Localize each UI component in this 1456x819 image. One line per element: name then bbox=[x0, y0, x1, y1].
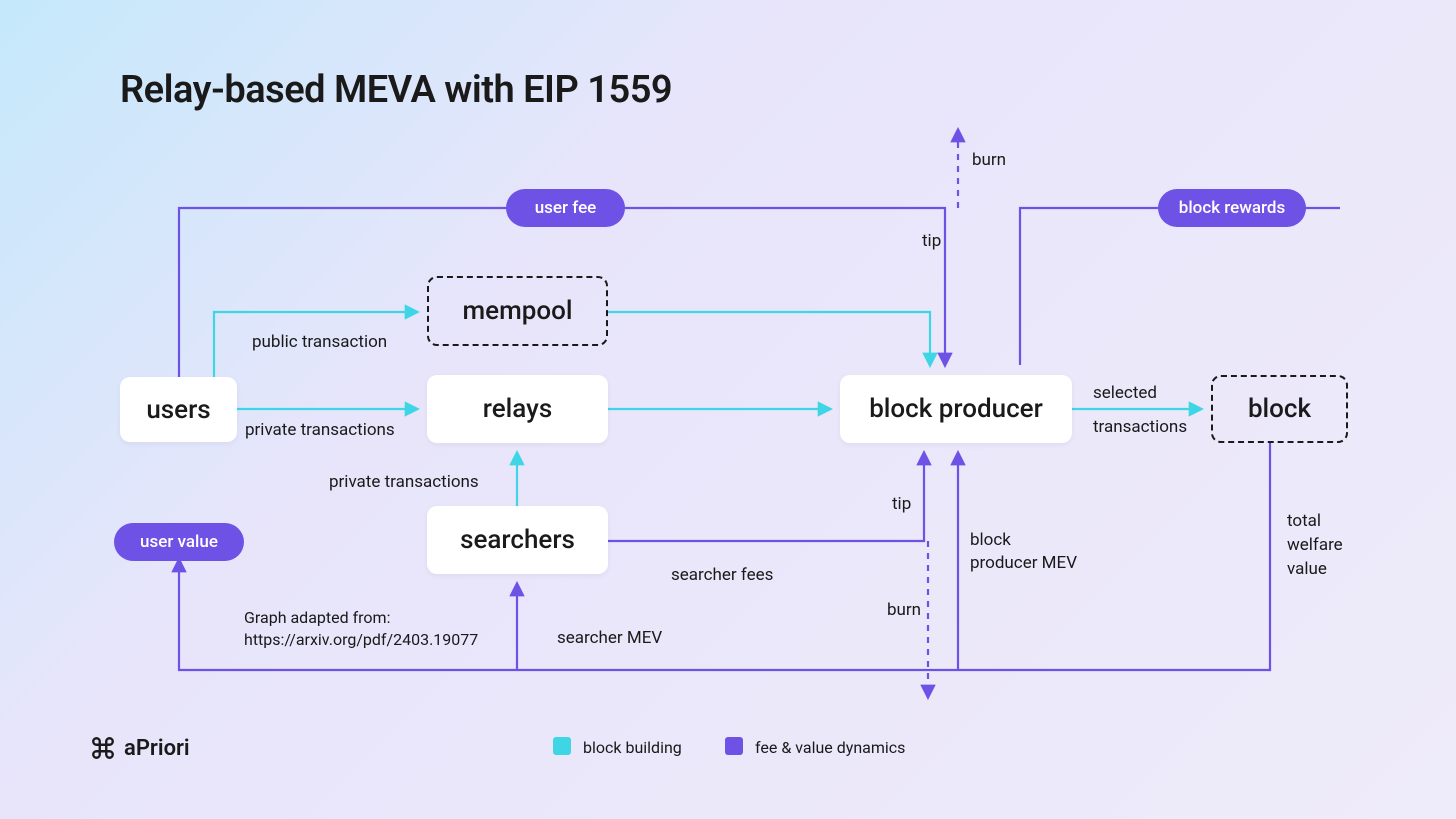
label-searcher-fees: searcher fees bbox=[671, 565, 773, 585]
label-private-transactions-1: private transactions bbox=[245, 420, 395, 440]
label-burn-top: burn bbox=[972, 150, 1006, 170]
label-private-transactions-2: private transactions bbox=[329, 472, 479, 492]
command-icon bbox=[90, 735, 116, 761]
page-title: Relay-based MEVA with EIP 1559 bbox=[120, 68, 672, 112]
node-searchers: searchers bbox=[427, 506, 608, 574]
label-block-mev-1: block bbox=[970, 530, 1011, 550]
node-relays: relays bbox=[427, 375, 608, 443]
legend-label-block-building: block building bbox=[583, 738, 682, 757]
label-public-transaction: public transaction bbox=[252, 332, 387, 352]
label-selected: selected bbox=[1093, 383, 1157, 403]
pill-block-rewards: block rewards bbox=[1158, 189, 1306, 227]
label-searcher-mev: searcher MEV bbox=[557, 628, 662, 648]
legend-label-fee-value: fee & value dynamics bbox=[755, 738, 905, 757]
diagram-canvas: Relay-based MEVA with EIP 1559 users mem… bbox=[0, 0, 1456, 819]
pill-user-fee: user fee bbox=[506, 189, 625, 227]
label-transactions: transactions bbox=[1093, 417, 1187, 437]
label-welfare-2: welfare bbox=[1287, 535, 1343, 555]
brand-logo: aPriori bbox=[90, 735, 190, 761]
label-tip-top: tip bbox=[922, 231, 941, 251]
label-welfare-3: value bbox=[1287, 559, 1327, 579]
label-burn-bot: burn bbox=[887, 600, 921, 620]
edge-searcher-fees-line bbox=[608, 453, 924, 541]
edge-block-rewards-line bbox=[1020, 208, 1340, 365]
label-welfare-1: total bbox=[1287, 511, 1321, 531]
node-block: block bbox=[1211, 375, 1348, 443]
legend-swatch-cyan bbox=[553, 737, 571, 755]
edge-users-mempool bbox=[214, 312, 417, 394]
node-block-producer: block producer bbox=[840, 375, 1072, 443]
pill-user-value: user value bbox=[114, 523, 244, 561]
label-tip-bot: tip bbox=[892, 494, 911, 514]
label-block-mev-2: producer MEV bbox=[970, 553, 1077, 573]
label-credit-2: https://arxiv.org/pdf/2403.19077 bbox=[244, 630, 478, 649]
edge-mempool-producer bbox=[608, 312, 930, 365]
node-mempool: mempool bbox=[427, 276, 608, 346]
node-users: users bbox=[120, 377, 237, 442]
brand-text: aPriori bbox=[124, 736, 190, 761]
label-credit-1: Graph adapted from: bbox=[244, 608, 390, 627]
legend-swatch-purple bbox=[725, 737, 743, 755]
